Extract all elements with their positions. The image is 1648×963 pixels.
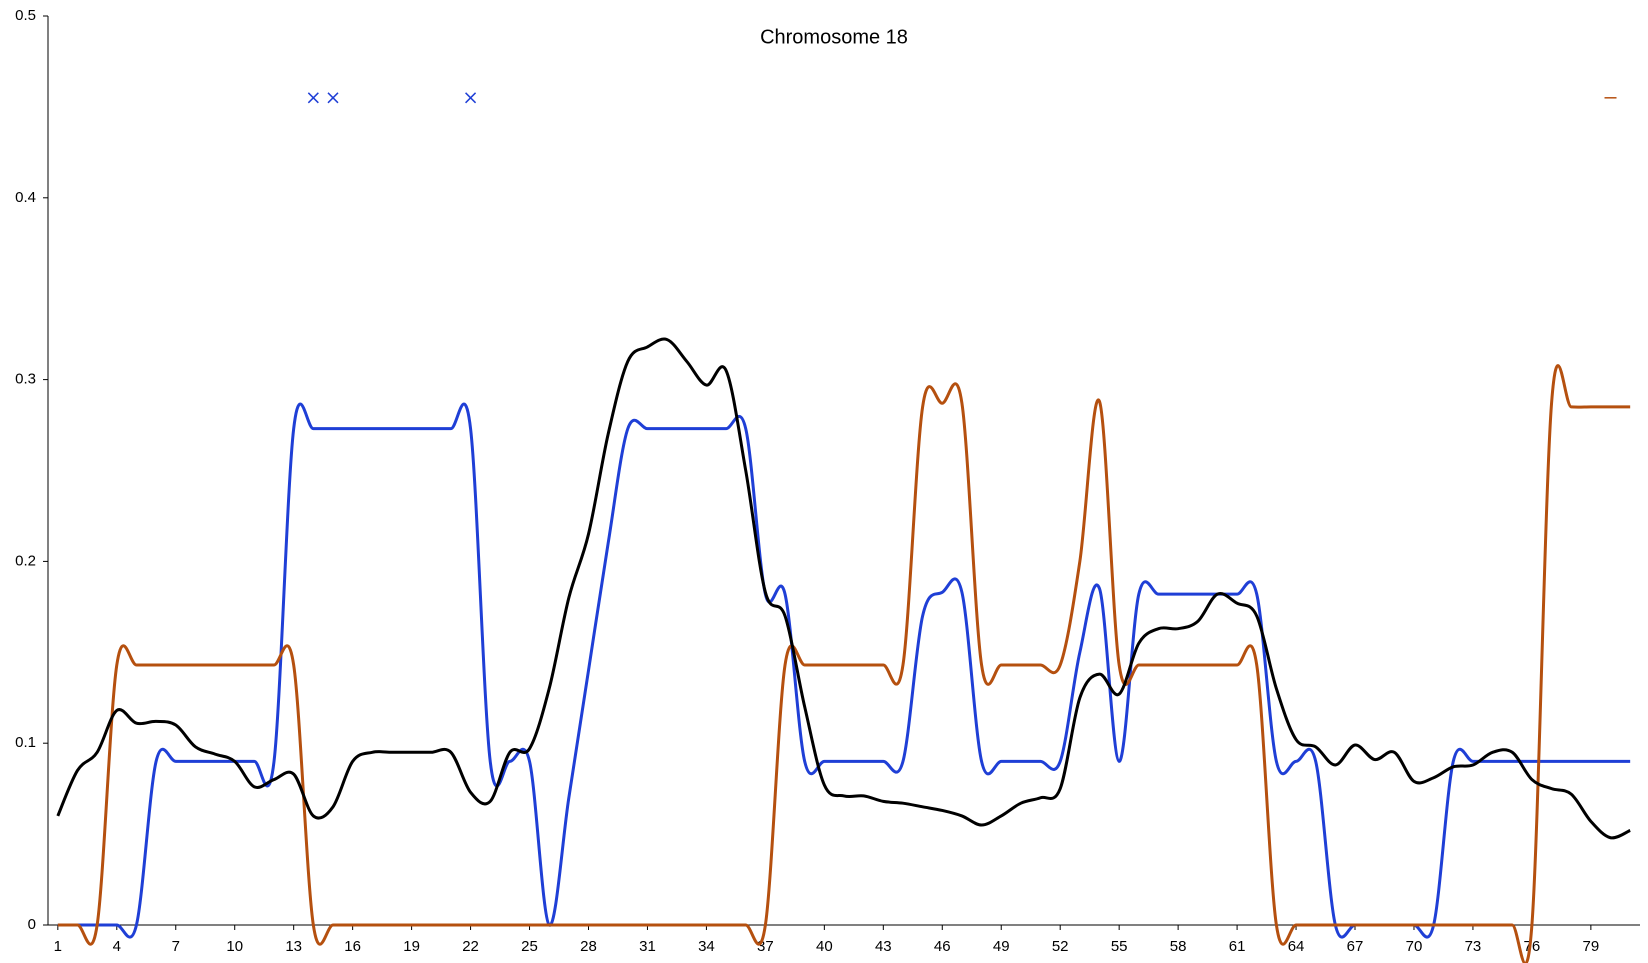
x-tick-label: 52 <box>1052 938 1069 955</box>
x-tick-label: 67 <box>1347 938 1364 955</box>
x-tick-label: 73 <box>1465 938 1482 955</box>
x-tick-label: 22 <box>462 938 479 955</box>
x-tick-label: 28 <box>580 938 597 955</box>
x-tick-label: 61 <box>1229 938 1246 955</box>
x-tick-label: 25 <box>521 938 538 955</box>
x-tick-label: 7 <box>172 938 180 955</box>
y-tick-label: 0.5 <box>15 7 36 24</box>
marker <box>307 92 319 104</box>
x-tick-label: 58 <box>1170 938 1187 955</box>
x-tick-label: 55 <box>1111 938 1128 955</box>
marker <box>465 92 477 104</box>
x-tick-label: 4 <box>113 938 121 955</box>
x-tick-label: 34 <box>698 938 715 955</box>
y-tick-label: 0.1 <box>15 734 36 751</box>
y-tick-label: 0 <box>28 916 36 933</box>
x-tick-label: 79 <box>1583 938 1600 955</box>
x-tick-label: 40 <box>816 938 833 955</box>
y-tick-label: 0.2 <box>15 552 36 569</box>
x-tick-label: 37 <box>757 938 774 955</box>
x-tick-label: 1 <box>54 938 62 955</box>
y-tick-label: 0.3 <box>15 371 36 388</box>
x-tick-label: 76 <box>1524 938 1541 955</box>
x-tick-label: 31 <box>639 938 656 955</box>
x-tick-label: 64 <box>1288 938 1305 955</box>
series-line <box>56 337 1631 840</box>
y-tick-label: 0.4 <box>15 189 36 206</box>
chart-title: Chromosome 18 <box>760 26 908 48</box>
x-tick-label: 43 <box>875 938 892 955</box>
marker <box>327 92 339 104</box>
x-tick-label: 13 <box>285 938 302 955</box>
series-line <box>57 364 1631 963</box>
x-tick-label: 19 <box>403 938 420 955</box>
x-tick-label: 70 <box>1406 938 1423 955</box>
x-tick-label: 46 <box>934 938 951 955</box>
x-tick-label: 16 <box>344 938 361 955</box>
x-tick-label: 49 <box>993 938 1010 955</box>
x-tick-label: 10 <box>226 938 243 955</box>
